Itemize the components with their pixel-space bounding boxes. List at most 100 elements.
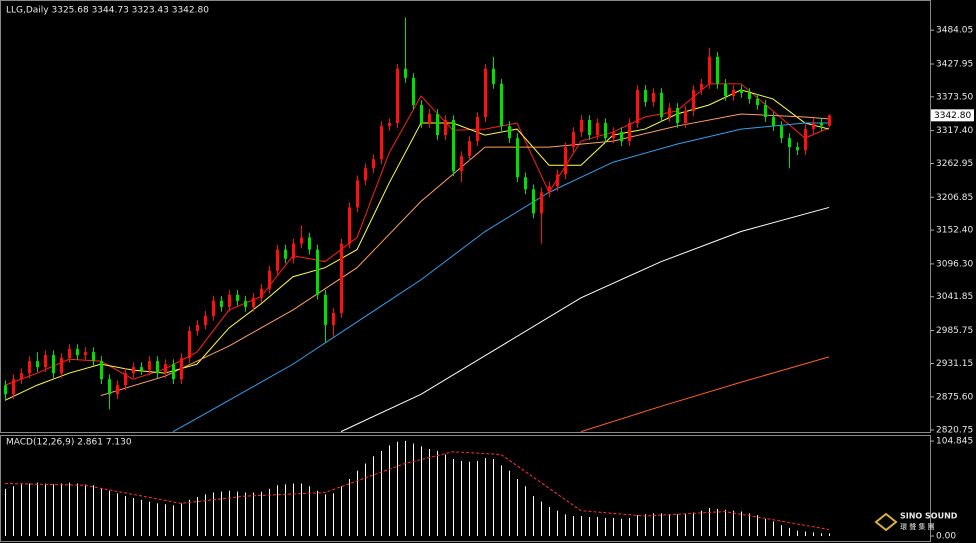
price-panel-frame (0, 0, 931, 433)
macd-panel-frame (0, 435, 931, 542)
candle-body (348, 207, 351, 244)
candle-body (332, 312, 335, 325)
moving-average (172, 122, 829, 433)
candle-body (700, 83, 703, 90)
candle-body (44, 355, 47, 368)
candle-body (12, 379, 15, 395)
candle-body (284, 249, 287, 259)
candle-body (532, 189, 535, 214)
candle-body (556, 174, 559, 187)
candle-body (236, 294, 239, 301)
candle-body (748, 92, 751, 99)
candle-body (388, 123, 391, 127)
y-tick-label: 104.845 (936, 437, 973, 447)
price-tag-label: 3342.80 (934, 111, 971, 121)
candle-body (356, 180, 359, 208)
y-tick-label: 3206.85 (936, 193, 973, 203)
candle-body (396, 68, 399, 124)
candle-body (788, 138, 791, 148)
candle-body (196, 324, 199, 331)
candle-body (20, 373, 23, 380)
candle-body (484, 68, 487, 118)
candle-body (228, 294, 231, 307)
logo-icon (874, 512, 898, 532)
candle-body (756, 98, 759, 105)
y-tick-label: 2985.75 (936, 326, 973, 336)
moving-average (340, 206, 830, 433)
candle-body (652, 92, 655, 102)
candle-body (468, 141, 471, 157)
candle-body (548, 186, 551, 193)
candle-body (732, 89, 735, 96)
y-tick-label: 0.00 (936, 532, 956, 542)
candle-body (204, 315, 207, 325)
candle-body (804, 129, 807, 151)
candle-body (636, 89, 639, 124)
candle-body (164, 364, 167, 374)
candle-body (36, 361, 39, 368)
candle-body (580, 120, 583, 133)
candle-body (116, 385, 119, 395)
candle-body (68, 349, 71, 359)
candle-body (516, 138, 519, 178)
candle-body (476, 117, 479, 142)
candle-body (148, 361, 151, 371)
candle-body (212, 300, 215, 316)
logo-name: SINO SOUND (900, 512, 958, 521)
candle-body (372, 159, 375, 169)
candle-body (268, 270, 271, 289)
candle-body (4, 385, 7, 395)
candle-body (780, 126, 783, 139)
candle-body (444, 120, 447, 136)
logo-subtitle: 環 聲 集 團 (900, 522, 935, 531)
candle-body (796, 147, 799, 151)
candle-body (676, 107, 679, 124)
y-tick-label: 2931.15 (936, 359, 973, 369)
candle-body (140, 367, 143, 371)
candle-body (764, 104, 767, 118)
candle-body (260, 288, 263, 298)
moving-average (580, 356, 830, 433)
candle-body (324, 294, 327, 325)
candle-body (188, 330, 191, 359)
y-tick-label: 2875.60 (936, 392, 973, 402)
candle-body (564, 147, 567, 175)
candle-body (524, 177, 527, 190)
candle-body (684, 110, 687, 124)
candle-body (772, 117, 775, 127)
y-tick-label: 3262.95 (936, 159, 973, 169)
candle-body (540, 192, 543, 214)
candle-body (92, 352, 95, 362)
candle-body (492, 68, 495, 84)
candle-body (220, 300, 223, 307)
candle-body (828, 115, 831, 126)
candle-body (820, 123, 823, 126)
candle-body (364, 168, 367, 181)
y-tick-label: 3096.30 (936, 259, 973, 269)
candle-body (76, 349, 79, 356)
candle-body (84, 352, 87, 356)
y-tick-label: 3484.05 (936, 26, 973, 36)
candle-body (124, 373, 127, 386)
candle-body (724, 83, 727, 96)
candle-body (180, 358, 183, 380)
candle-body (716, 56, 719, 84)
candle-body (132, 367, 135, 374)
candle-body (108, 379, 111, 395)
candle-body (412, 77, 415, 105)
candle-body (588, 120, 591, 136)
y-tick-label: 3373.50 (936, 92, 973, 102)
candle-body (60, 358, 63, 374)
candle-body (300, 237, 303, 244)
candle-body (644, 89, 647, 102)
candle-body (628, 123, 631, 142)
y-tick-label: 3427.95 (936, 60, 973, 70)
candle-body (612, 132, 615, 139)
candle-body (276, 249, 279, 271)
candle-body (812, 123, 815, 130)
moving-average (100, 113, 830, 396)
candle-body (380, 126, 383, 160)
